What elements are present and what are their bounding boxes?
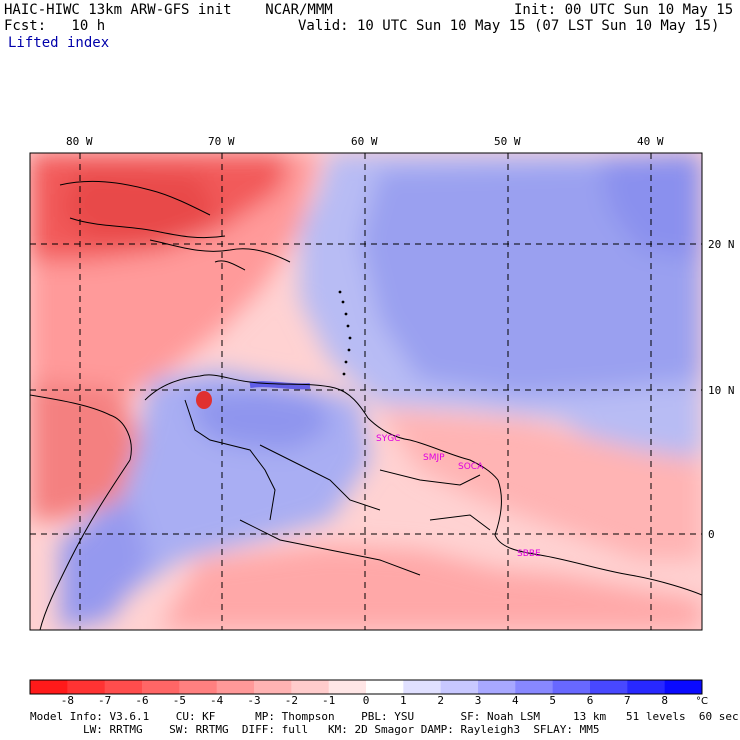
- lat-lon-grid: [30, 153, 702, 630]
- station-smjp: SMJP: [423, 453, 445, 463]
- unstable-region-guiana-atlantic: [380, 410, 702, 560]
- colorbar-swatch: [216, 680, 255, 694]
- stable-region-venezuela: [190, 390, 330, 450]
- forecast-hour: Fcst: 10 h: [4, 18, 106, 34]
- coastal-stable-streak: [249, 381, 311, 390]
- colorbar-swatch: [30, 680, 68, 694]
- map-frame: [29, 152, 703, 631]
- colorbar-swatch: [254, 680, 292, 694]
- colorbar-tick-label: -8: [61, 694, 74, 707]
- valid-time: Valid: 10 UTC Sun 10 May 15 (07 LST Sun …: [298, 18, 720, 34]
- colorbar-unit: °C: [696, 696, 708, 707]
- stable-region-atlantic-core: [360, 160, 702, 395]
- unstable-region-central-america: [30, 380, 140, 520]
- lat-label-20n: 20 N: [708, 238, 735, 251]
- colorbar-swatches: [30, 680, 703, 694]
- colorbar-swatch: [142, 680, 180, 694]
- colorbar-swatch: [67, 680, 106, 694]
- colorbar-swatch: [328, 680, 367, 694]
- colorbar-swatch: [627, 680, 666, 694]
- maracaibo-unstable-spot: [196, 391, 212, 409]
- lon-label-40w: 40 W: [637, 135, 664, 148]
- lat-label-10n: 10 N: [708, 384, 735, 397]
- coastlines: [30, 180, 702, 630]
- colorbar-tick-label: -4: [210, 694, 224, 707]
- colorbar-tick-label: -5: [173, 694, 186, 707]
- unstable-region-amazon: [160, 545, 702, 630]
- colorbar-swatch: [590, 680, 628, 694]
- lon-label-70w: 70 W: [208, 135, 235, 148]
- lesser-antilles: [338, 290, 352, 376]
- station-sygc: SYGC: [376, 434, 400, 444]
- model-title: HAIC-HIWC 13km ARW-GFS init NCAR/MMM: [4, 2, 333, 18]
- model-info-line-2: LW: RRTMG SW: RRTMG DIFF: full KM: 2D Sm…: [30, 723, 600, 736]
- colorbar-tick-label: 7: [624, 694, 631, 707]
- colorbar-tick-label: 1: [400, 694, 407, 707]
- lon-label-50w: 50 W: [494, 135, 521, 148]
- stable-region-northeast: [600, 153, 702, 260]
- field-name: Lifted index: [8, 35, 110, 51]
- colorbar-swatch: [179, 680, 218, 694]
- colorbar-tick-label: 3: [475, 694, 482, 707]
- colorbar-tick-label: 0: [363, 694, 370, 707]
- colorbar-tick-label: -6: [135, 694, 148, 707]
- colorbar-tick-label: -2: [285, 694, 298, 707]
- lat-label-0: 0: [708, 528, 715, 541]
- colorbar-tick-label: 2: [437, 694, 444, 707]
- colorbar-swatch: [552, 680, 591, 694]
- model-info-line-1: Model Info: V3.6.1 CU: KF MP: Thompson P…: [30, 710, 739, 723]
- station-soca: SOCA: [458, 462, 484, 472]
- lon-label-80w: 80 W: [66, 135, 93, 148]
- colorbar-tick-label: 5: [549, 694, 556, 707]
- colorbar-tick-label: -7: [98, 694, 111, 707]
- colorbar-tick-label: 8: [661, 694, 668, 707]
- colorbar-frame: [29, 679, 703, 695]
- colorbar-tick-label: 4: [512, 694, 519, 707]
- colorbar-tick-label: -3: [247, 694, 260, 707]
- colorbar-swatch: [291, 680, 330, 694]
- colorbar-tick-label: 6: [587, 694, 594, 707]
- colorbar-swatch: [403, 680, 442, 694]
- colorbar-swatch: [478, 680, 516, 694]
- lon-label-60w: 60 W: [351, 135, 378, 148]
- colorbar-swatch: [104, 680, 143, 694]
- init-time: Init: 00 UTC Sun 10 May 15: [514, 2, 734, 18]
- station-sbbe: SBBE: [517, 549, 541, 559]
- colorbar-swatch: [664, 680, 703, 694]
- colorbar-tick-label: -1: [322, 694, 335, 707]
- colorbar-swatch: [440, 680, 479, 694]
- colorbar-swatch: [515, 680, 554, 694]
- unstable-region-hispaniola: [60, 170, 220, 245]
- stable-region-andes: [60, 500, 150, 630]
- colorbar-swatch: [366, 680, 404, 694]
- colorbar-labels: -8 -7 -6 -5 -4 -3 -2 -1 0 1 2 3 4 5 6 7 8: [61, 694, 668, 707]
